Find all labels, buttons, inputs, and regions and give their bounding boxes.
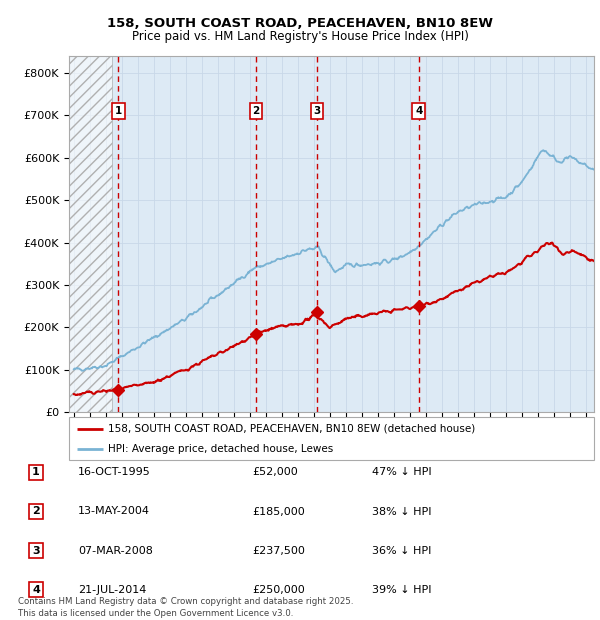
Text: 2: 2 — [32, 507, 40, 516]
Text: 4: 4 — [32, 585, 40, 595]
Text: 158, SOUTH COAST ROAD, PEACEHAVEN, BN10 8EW: 158, SOUTH COAST ROAD, PEACEHAVEN, BN10 … — [107, 17, 493, 30]
Text: 07-MAR-2008: 07-MAR-2008 — [78, 546, 153, 556]
Text: 158, SOUTH COAST ROAD, PEACEHAVEN, BN10 8EW (detached house): 158, SOUTH COAST ROAD, PEACEHAVEN, BN10 … — [109, 424, 476, 434]
Text: £237,500: £237,500 — [252, 546, 305, 556]
Text: 2: 2 — [252, 106, 259, 116]
Text: 36% ↓ HPI: 36% ↓ HPI — [372, 546, 431, 556]
Text: £250,000: £250,000 — [252, 585, 305, 595]
Text: 47% ↓ HPI: 47% ↓ HPI — [372, 467, 431, 477]
Text: 3: 3 — [32, 546, 40, 556]
Bar — [69, 56, 112, 412]
Text: 39% ↓ HPI: 39% ↓ HPI — [372, 585, 431, 595]
Text: 3: 3 — [313, 106, 320, 116]
Text: Contains HM Land Registry data © Crown copyright and database right 2025.
This d: Contains HM Land Registry data © Crown c… — [18, 597, 353, 618]
Text: 1: 1 — [32, 467, 40, 477]
Text: HPI: Average price, detached house, Lewes: HPI: Average price, detached house, Lewe… — [109, 444, 334, 454]
Text: 4: 4 — [415, 106, 422, 116]
Text: £52,000: £52,000 — [252, 467, 298, 477]
Text: 1: 1 — [115, 106, 122, 116]
Text: 21-JUL-2014: 21-JUL-2014 — [78, 585, 146, 595]
Text: 38% ↓ HPI: 38% ↓ HPI — [372, 507, 431, 516]
Text: Price paid vs. HM Land Registry's House Price Index (HPI): Price paid vs. HM Land Registry's House … — [131, 30, 469, 43]
FancyBboxPatch shape — [69, 417, 594, 460]
Text: £185,000: £185,000 — [252, 507, 305, 516]
Text: 16-OCT-1995: 16-OCT-1995 — [78, 467, 151, 477]
Text: 13-MAY-2004: 13-MAY-2004 — [78, 507, 150, 516]
Bar — [69, 56, 112, 412]
